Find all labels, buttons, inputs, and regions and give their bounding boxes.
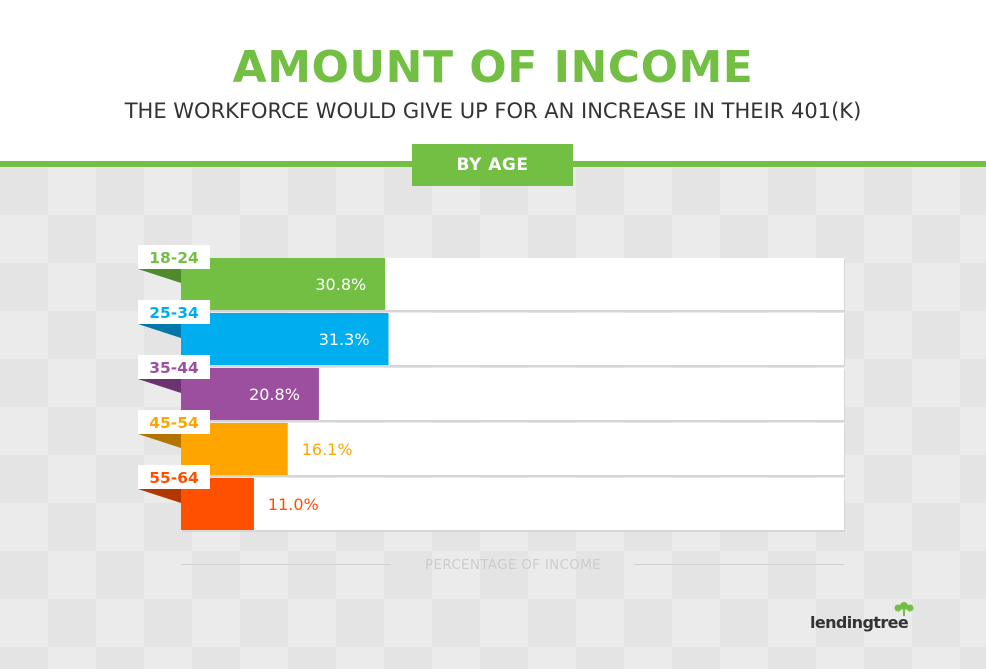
group-badge: BY AGE	[412, 144, 573, 186]
category-label: 35-44	[149, 359, 199, 377]
header: AMOUNT OF INCOME THE WORKFORCE WOULD GIV…	[0, 0, 986, 163]
value-label: 16.1%	[302, 440, 353, 459]
bar-25-34	[181, 313, 389, 365]
page-subtitle: THE WORKFORCE WOULD GIVE UP FOR AN INCRE…	[124, 99, 862, 123]
page-title: AMOUNT OF INCOME	[232, 42, 754, 93]
bar-18-24	[181, 258, 386, 310]
ribbon-fold	[138, 489, 181, 503]
ribbon-fold	[138, 269, 181, 283]
bar-track	[181, 423, 844, 475]
value-label: 31.3%	[319, 330, 370, 349]
ribbon-fold	[138, 379, 181, 393]
ribbon-label-bg	[138, 245, 210, 269]
ribbon-label-bg	[138, 355, 210, 379]
category-label: 45-54	[149, 414, 199, 432]
logo-wordmark: lendingtree	[810, 613, 909, 632]
category-label: 18-24	[149, 249, 199, 267]
tree-icon	[894, 602, 914, 616]
bar-track	[181, 478, 844, 530]
axis-rule-right	[634, 564, 844, 565]
ribbon-label-bg	[138, 410, 210, 434]
axis-rule-left	[181, 564, 391, 565]
ribbon-label-bg	[138, 300, 210, 324]
category-label: 25-34	[149, 304, 199, 322]
category-label: 55-64	[149, 469, 199, 487]
value-label: 30.8%	[315, 275, 366, 294]
ribbon-fold	[138, 434, 181, 448]
x-axis-label: PERCENTAGE OF INCOME	[425, 557, 601, 573]
value-label: 20.8%	[249, 385, 300, 404]
value-label: 11.0%	[268, 495, 319, 514]
ribbon-label-bg	[138, 465, 210, 489]
lendingtree-logo: lendingtree	[810, 602, 940, 636]
ribbon-fold	[138, 324, 181, 338]
